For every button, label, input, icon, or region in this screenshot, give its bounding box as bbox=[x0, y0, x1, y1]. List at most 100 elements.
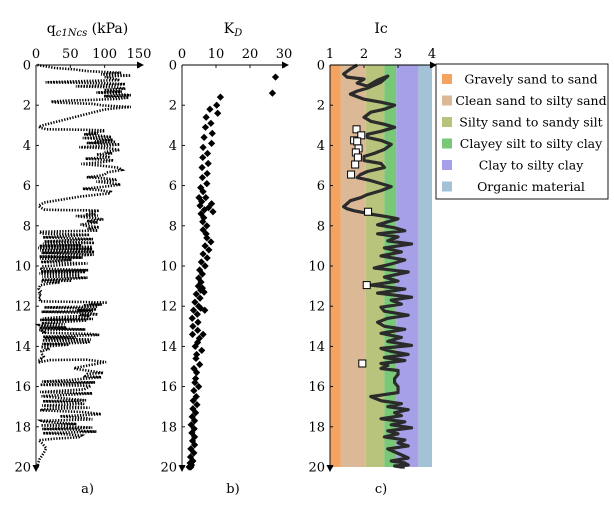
y-tick-label: 10 bbox=[14, 260, 31, 275]
y-tick-label: 4 bbox=[23, 139, 31, 154]
kd-point-20 bbox=[203, 179, 211, 188]
kd-point-43 bbox=[197, 258, 205, 266]
kd-point-41 bbox=[199, 250, 207, 258]
legend-swatch-6 bbox=[442, 181, 452, 192]
kd-point-86 bbox=[190, 417, 199, 425]
kd-point-40 bbox=[205, 246, 213, 254]
zone-band-1 bbox=[330, 65, 341, 467]
ic-sample-marker-12 bbox=[358, 359, 367, 368]
x-tick-label: 0 bbox=[32, 47, 40, 62]
kd-point-79 bbox=[190, 387, 198, 395]
x-tick-label: 1 bbox=[326, 47, 334, 62]
kd-point-10 bbox=[208, 129, 216, 137]
y-tick-label: 8 bbox=[169, 219, 177, 234]
ic-sample-marker-11 bbox=[362, 281, 371, 290]
y-tick-label: 12 bbox=[14, 300, 31, 315]
y-tick-label: 10 bbox=[308, 260, 325, 275]
kd-point-4 bbox=[213, 101, 221, 109]
y-tick-label: 18 bbox=[14, 420, 31, 435]
kd-point-65 bbox=[188, 330, 197, 338]
kd-point-89 bbox=[188, 429, 196, 437]
kd-point-73 bbox=[196, 360, 204, 369]
kd-point-72 bbox=[192, 354, 200, 363]
ic-profile-line bbox=[342, 63, 414, 469]
kd-point-84 bbox=[192, 409, 200, 417]
y-tick-label: 18 bbox=[308, 420, 325, 435]
y-tick-label: 16 bbox=[14, 380, 31, 395]
x-tick-label: 3 bbox=[394, 47, 402, 62]
y-tick-label: 6 bbox=[169, 179, 177, 194]
y-tick-label: 14 bbox=[160, 340, 177, 355]
x-tick-label: 150 bbox=[127, 47, 152, 62]
kd-point-82 bbox=[193, 401, 201, 409]
y-tick-label: 14 bbox=[14, 340, 31, 355]
kd-point-52 bbox=[196, 294, 204, 302]
kd-point-58 bbox=[197, 304, 205, 312]
zone-band-6 bbox=[418, 65, 432, 467]
zone-band-4 bbox=[384, 65, 397, 467]
legend-label-2: Clean sand to silty sand bbox=[455, 93, 606, 108]
legend-swatch-1 bbox=[442, 74, 452, 84]
ic-sample-marker-10 bbox=[364, 207, 373, 216]
kd-point-51 bbox=[192, 290, 200, 298]
legend-swatch-5 bbox=[442, 160, 452, 170]
y-tick-label: 6 bbox=[317, 179, 325, 194]
y-tick-label: 16 bbox=[308, 380, 325, 395]
kd-point-1 bbox=[271, 73, 280, 81]
kd-point-96 bbox=[189, 457, 197, 465]
kd-point-15 bbox=[199, 153, 207, 162]
kd-point-29 bbox=[199, 218, 207, 226]
kd-point-48 bbox=[197, 278, 205, 286]
y-tick-label: 20 bbox=[160, 461, 177, 476]
kd-point-61 bbox=[200, 288, 208, 296]
y-tick-label: 4 bbox=[169, 139, 177, 154]
kd-point-39 bbox=[201, 242, 209, 250]
y-tick-label: 6 bbox=[23, 179, 31, 194]
y-tick-label: 14 bbox=[308, 340, 325, 355]
kd-point-94 bbox=[190, 449, 198, 457]
x-tick-label: 0 bbox=[178, 47, 186, 62]
kd-point-64 bbox=[194, 326, 202, 334]
panel-title: qc1Ncs (kPa) bbox=[47, 21, 128, 39]
x-tick-label: 100 bbox=[92, 47, 117, 62]
legend-frame bbox=[435, 63, 609, 200]
kd-point-63 bbox=[201, 306, 209, 314]
panel-caption: b) bbox=[226, 482, 239, 497]
qc1ncs-trace-2 bbox=[35, 358, 107, 468]
panel-title: Ic bbox=[374, 21, 388, 37]
kd-point-3 bbox=[216, 93, 225, 101]
zone-band-2 bbox=[340, 65, 366, 467]
ic-zone-legend: Gravely sand to sand Clean sand to silty … bbox=[435, 63, 609, 200]
kd-point-93 bbox=[187, 445, 195, 453]
y-tick-label: 4 bbox=[317, 139, 325, 154]
kd-point-57 bbox=[193, 310, 201, 318]
kd-point-25 bbox=[196, 202, 204, 210]
kd-point-69 bbox=[191, 342, 199, 350]
legend-label-3: Silty sand to sandy silt bbox=[459, 115, 602, 130]
legend-label-1: Gravely sand to sand bbox=[464, 72, 597, 87]
kd-point-80 bbox=[192, 393, 200, 401]
kd-point-7 bbox=[202, 113, 210, 121]
kd-point-87 bbox=[187, 421, 195, 429]
legend-swatch-3 bbox=[442, 117, 452, 127]
kd-point-5 bbox=[206, 105, 214, 113]
x-tick-label: 2 bbox=[360, 47, 368, 62]
x-tick-label: 20 bbox=[242, 47, 259, 62]
kd-point-16 bbox=[204, 159, 212, 168]
kd-point-22 bbox=[199, 188, 207, 196]
panel-a-qc1ncs: 0 2 4 6 8 10 12 14 16 18 20 0 50 100 150 qc1Ncs (kPa) a) bbox=[14, 21, 151, 497]
y-tick-label: 12 bbox=[160, 300, 177, 315]
zone-band-5 bbox=[396, 65, 419, 467]
y-tick-label: 20 bbox=[308, 461, 325, 476]
x-tick-label: 10 bbox=[208, 47, 225, 62]
y-tick-label: 2 bbox=[23, 99, 31, 114]
kd-point-44 bbox=[201, 262, 209, 270]
kd-point-77 bbox=[191, 378, 199, 387]
kd-point-59 bbox=[188, 314, 196, 322]
kd-point-56 bbox=[189, 306, 198, 314]
kd-point-12 bbox=[207, 139, 216, 147]
ic-sample-marker-2 bbox=[357, 131, 366, 140]
kd-point-36 bbox=[209, 208, 217, 216]
y-tick-label: 0 bbox=[317, 59, 325, 74]
